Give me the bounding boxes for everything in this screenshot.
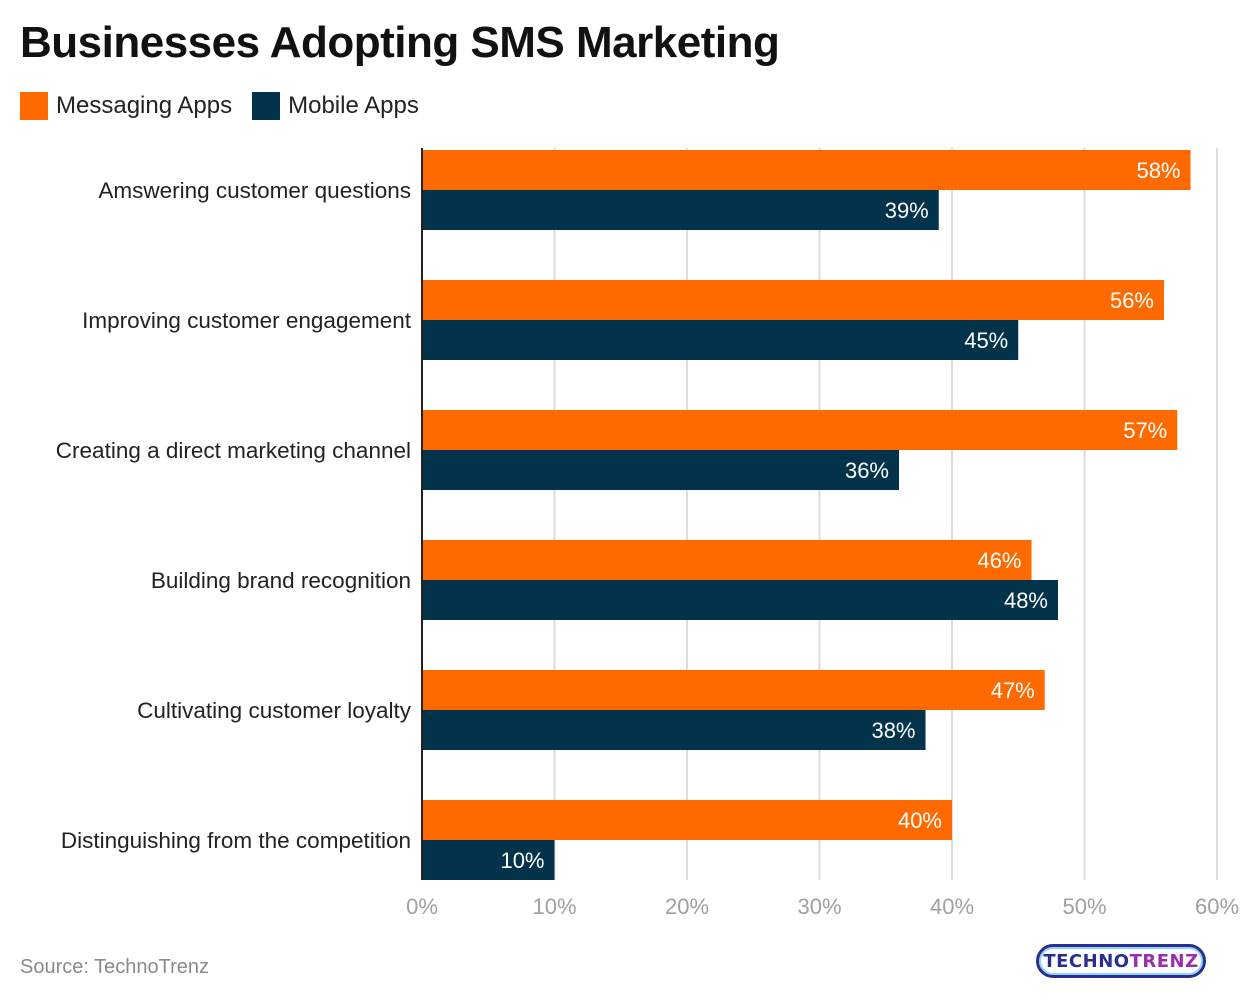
- bar-chart: 0% 10% 20% 30% 40% 50% 60% Amswering customer q…: [56, 148, 1239, 919]
- data-label: 48%: [1004, 588, 1048, 613]
- legend-swatch-mobile-apps: [252, 92, 281, 120]
- data-label: 58%: [1136, 158, 1180, 183]
- bar-messaging-apps: [422, 150, 1191, 190]
- legend-swatch-messaging-apps: [20, 92, 48, 120]
- data-label: 39%: [885, 198, 929, 223]
- legend-item-messaging-apps: Messaging Apps: [20, 92, 232, 120]
- data-label: 57%: [1123, 418, 1167, 443]
- data-label: 40%: [898, 808, 942, 833]
- category-label: Creating a direct marketing channel: [56, 438, 411, 463]
- legend-item-mobile-apps: Mobile Apps: [252, 92, 419, 120]
- legend-label-messaging-apps: Messaging Apps: [56, 92, 233, 119]
- category-label: Cultivating customer loyalty: [137, 698, 412, 723]
- data-label: 47%: [991, 678, 1035, 703]
- category-label: Amswering customer questions: [98, 178, 411, 203]
- x-tick-label: 40%: [930, 894, 974, 919]
- data-label: 38%: [871, 718, 915, 743]
- bar-mobile-apps: [422, 450, 899, 490]
- bar-messaging-apps: [422, 670, 1045, 710]
- bar-mobile-apps: [422, 710, 926, 750]
- x-tick-label: 10%: [532, 894, 576, 919]
- bar-messaging-apps: [422, 280, 1164, 320]
- bar-mobile-apps: [422, 840, 555, 880]
- x-tick-label: 60%: [1195, 894, 1239, 919]
- bar-messaging-apps: [422, 540, 1032, 580]
- category-label: Improving customer engagement: [82, 308, 412, 333]
- data-label: 36%: [845, 458, 889, 483]
- bar-messaging-apps: [422, 410, 1178, 450]
- category-label: Building brand recognition: [151, 568, 411, 593]
- x-tick-label: 50%: [1062, 894, 1106, 919]
- bar-mobile-apps: [422, 190, 939, 230]
- bar-messaging-apps: [422, 800, 952, 840]
- x-tick-label: 20%: [665, 894, 709, 919]
- legend: Messaging Apps Mobile Apps: [20, 92, 419, 120]
- legend-label-mobile-apps: Mobile Apps: [288, 92, 419, 119]
- data-label: 45%: [964, 328, 1008, 353]
- chart-title: Businesses Adopting SMS Marketing: [20, 18, 780, 67]
- x-tick-label: 0%: [406, 894, 438, 919]
- bar-mobile-apps: [422, 580, 1058, 620]
- data-label: 10%: [500, 848, 544, 873]
- bar-mobile-apps: [422, 320, 1019, 360]
- source-note: Source: TechnoTrenz: [20, 956, 209, 978]
- data-label: 56%: [1110, 288, 1154, 313]
- data-label: 46%: [977, 548, 1021, 573]
- technotrenz-logo: TECHNOTRENZ: [1036, 944, 1206, 978]
- logo-text: TECHNOTRENZ: [1043, 950, 1199, 972]
- category-label: Distinguishing from the competition: [61, 828, 411, 853]
- x-tick-label: 30%: [797, 894, 841, 919]
